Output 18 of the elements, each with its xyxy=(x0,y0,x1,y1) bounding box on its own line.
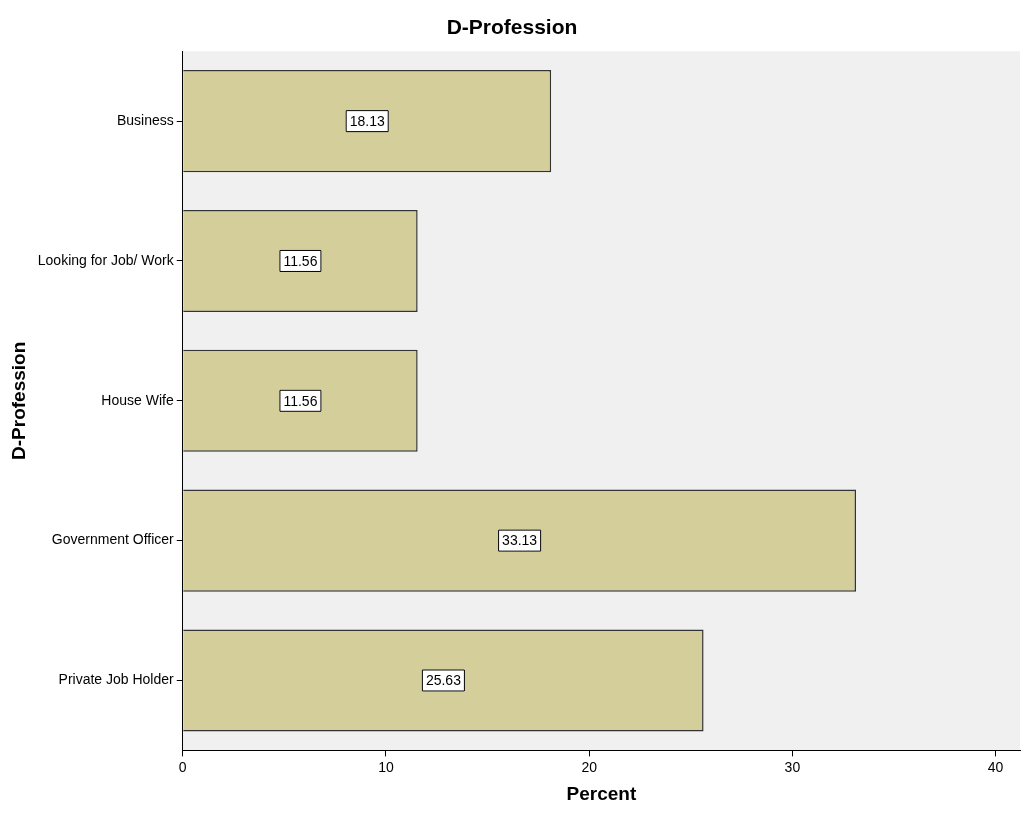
data-label: 11.56 xyxy=(283,392,318,409)
chart-title: D-Profession xyxy=(446,15,578,39)
x-tick-label: 40 xyxy=(987,758,1004,775)
data-label: 18.13 xyxy=(349,112,385,129)
data-label: 11.56 xyxy=(283,252,318,269)
y-axis-title: D-Profession xyxy=(7,341,29,460)
data-label: 33.13 xyxy=(502,532,538,549)
y-tick-label: Government Officer xyxy=(51,531,175,548)
x-tick-label: 10 xyxy=(378,758,394,775)
x-axis-title: Percent xyxy=(566,782,637,804)
y-tick-label: Private Job Holder xyxy=(58,671,175,688)
y-tick-label: House Wife xyxy=(101,391,174,408)
x-tick-label: 20 xyxy=(581,758,598,775)
x-tick-label: 30 xyxy=(784,758,801,775)
y-tick-label: Looking for Job/ Work xyxy=(37,251,175,268)
y-tick-label: Business xyxy=(116,111,174,128)
x-tick-label: 0 xyxy=(178,758,187,775)
data-label: 25.63 xyxy=(425,672,462,689)
